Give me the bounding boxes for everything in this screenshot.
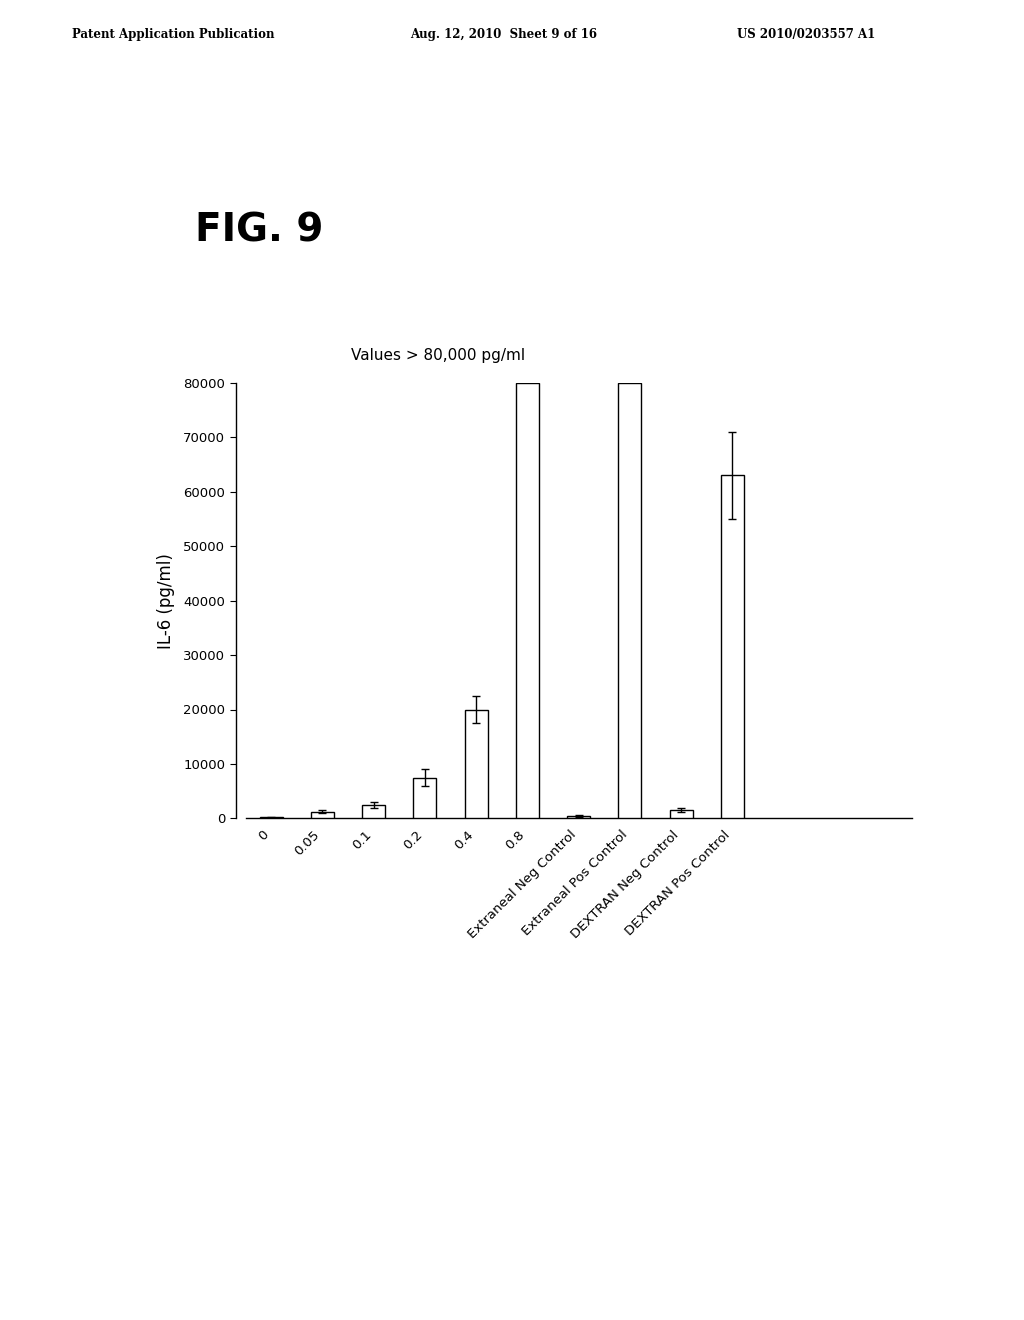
Bar xyxy=(567,816,590,818)
Bar xyxy=(311,812,334,818)
Bar xyxy=(670,810,692,818)
Y-axis label: IL-6 (pg/ml): IL-6 (pg/ml) xyxy=(157,553,175,648)
Text: Patent Application Publication: Patent Application Publication xyxy=(72,28,274,41)
Bar xyxy=(414,777,436,818)
Text: FIG. 9: FIG. 9 xyxy=(195,211,323,249)
Text: US 2010/0203557 A1: US 2010/0203557 A1 xyxy=(737,28,876,41)
Text: Values > 80,000 pg/ml: Values > 80,000 pg/ml xyxy=(351,348,525,363)
Text: Aug. 12, 2010  Sheet 9 of 16: Aug. 12, 2010 Sheet 9 of 16 xyxy=(410,28,597,41)
Bar xyxy=(516,383,539,818)
Bar xyxy=(721,475,743,818)
Bar xyxy=(362,805,385,818)
Bar xyxy=(465,710,487,818)
Bar xyxy=(618,383,641,818)
